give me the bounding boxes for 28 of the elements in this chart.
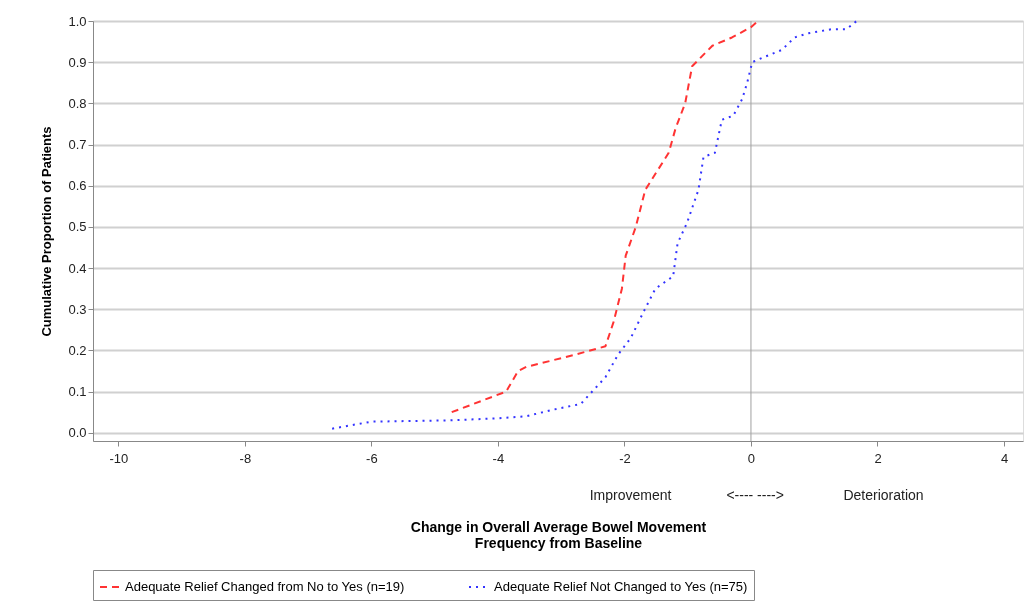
x-tick-label: -8 [239, 450, 252, 466]
x-tick-label: 2 [874, 450, 882, 466]
text: Improvement [589, 487, 672, 503]
legend-label: Adequate Relief Changed from No to Yes (n=19) [125, 579, 405, 594]
y-tick-label: 0.9 [68, 54, 87, 70]
legend-label: Adequate Relief Not Changed to Yes (n=75) [494, 579, 748, 594]
x-axis-title: Change in Overall Average Bowel Movement Frequency from Baseline [410, 518, 707, 551]
y-tick-label: 0.5 [68, 219, 87, 235]
y-tick-label: 0.0 [68, 425, 87, 441]
y-tick-label: 0.1 [68, 384, 87, 400]
y-tick-label: 0.2 [68, 342, 87, 358]
x-tick-label: -10 [109, 450, 129, 466]
x-tick-label: -4 [492, 450, 505, 466]
text: Deterioration [843, 487, 924, 503]
x-tick-label: 4 [1000, 450, 1009, 466]
x-tick-label: -2 [619, 450, 631, 466]
y-axis-title: Cumulative Proportion of Patients [39, 126, 55, 337]
y-tick-label: 0.3 [68, 301, 87, 317]
line-series [450, 20, 759, 414]
line-series [331, 20, 858, 430]
text: <---- ----> [726, 487, 784, 503]
y-tick-label: 0.8 [68, 95, 87, 111]
y-tick-label: 0.7 [68, 137, 87, 153]
y-tick-label: 0.4 [68, 260, 87, 276]
x-tick-label: 0 [747, 450, 756, 466]
x-tick-label: -6 [366, 450, 378, 466]
y-tick-label: 0.6 [68, 178, 87, 194]
y-tick-label: 1.0 [68, 13, 87, 29]
